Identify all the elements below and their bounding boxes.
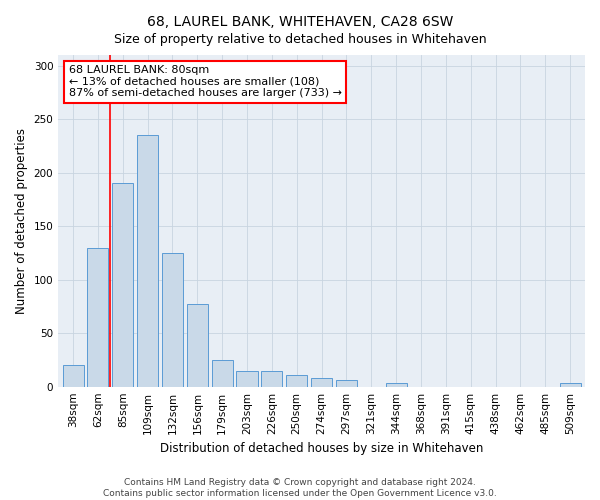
- Bar: [560, 384, 581, 386]
- Text: 68 LAUREL BANK: 80sqm
← 13% of detached houses are smaller (108)
87% of semi-det: 68 LAUREL BANK: 80sqm ← 13% of detached …: [69, 65, 342, 98]
- Bar: [386, 384, 407, 386]
- Bar: [162, 253, 183, 386]
- Bar: [236, 370, 257, 386]
- Bar: [62, 366, 83, 386]
- Y-axis label: Number of detached properties: Number of detached properties: [15, 128, 28, 314]
- Text: Size of property relative to detached houses in Whitehaven: Size of property relative to detached ho…: [113, 32, 487, 46]
- Bar: [112, 184, 133, 386]
- Bar: [262, 370, 283, 386]
- X-axis label: Distribution of detached houses by size in Whitehaven: Distribution of detached houses by size …: [160, 442, 483, 455]
- Text: Contains HM Land Registry data © Crown copyright and database right 2024.
Contai: Contains HM Land Registry data © Crown c…: [103, 478, 497, 498]
- Bar: [88, 248, 109, 386]
- Bar: [212, 360, 233, 386]
- Bar: [336, 380, 357, 386]
- Bar: [286, 375, 307, 386]
- Text: 68, LAUREL BANK, WHITEHAVEN, CA28 6SW: 68, LAUREL BANK, WHITEHAVEN, CA28 6SW: [147, 15, 453, 29]
- Bar: [187, 304, 208, 386]
- Bar: [137, 135, 158, 386]
- Bar: [311, 378, 332, 386]
